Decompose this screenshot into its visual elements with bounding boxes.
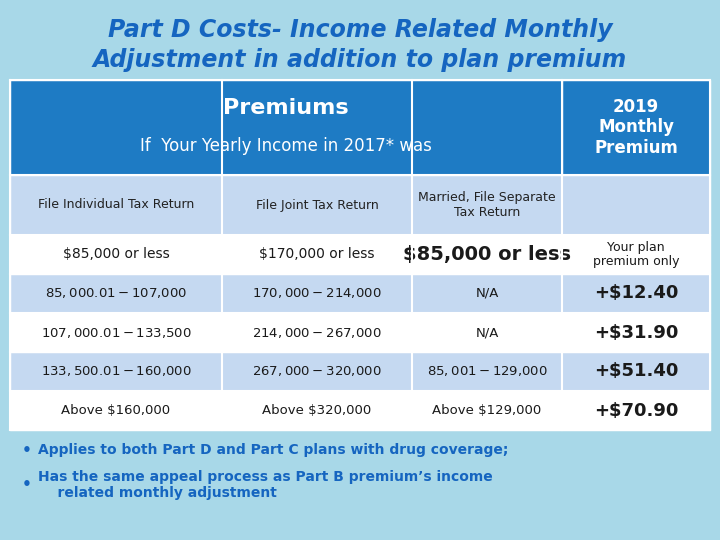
Text: Part D Costs- Income Related Monthly: Part D Costs- Income Related Monthly — [108, 18, 612, 42]
Text: Applies to both Part D and Part C plans with drug coverage;: Applies to both Part D and Part C plans … — [38, 443, 508, 457]
Text: +$12.40: +$12.40 — [594, 285, 678, 302]
Text: File Individual Tax Return: File Individual Tax Return — [38, 199, 194, 212]
Text: $107,000.01-$133,500: $107,000.01-$133,500 — [41, 326, 192, 340]
Text: File Joint Tax Return: File Joint Tax Return — [256, 199, 379, 212]
Bar — [562, 80, 710, 175]
Text: $170,000 or less: $170,000 or less — [259, 247, 374, 261]
Text: Above $320,000: Above $320,000 — [262, 404, 372, 417]
Text: +$70.90: +$70.90 — [594, 402, 678, 420]
Text: Premiums: Premiums — [223, 98, 348, 118]
Text: Adjustment in addition to plan premium: Adjustment in addition to plan premium — [93, 48, 627, 72]
Text: •: • — [22, 442, 32, 457]
Text: N/A: N/A — [475, 326, 499, 339]
Text: Married, File Separate
Tax Return: Married, File Separate Tax Return — [418, 191, 556, 219]
Bar — [10, 274, 710, 313]
Text: $133,500.01-$160,000: $133,500.01-$160,000 — [41, 364, 192, 379]
Text: If  Your Yearly Income in 2017* was: If Your Yearly Income in 2017* was — [140, 137, 432, 155]
Text: Above $160,000: Above $160,000 — [61, 404, 171, 417]
Text: $214,000 -$267,000: $214,000 -$267,000 — [252, 326, 382, 340]
Text: Has the same appeal process as Part B premium’s income
    related monthly adjus: Has the same appeal process as Part B pr… — [38, 470, 492, 500]
Text: $85,001-$129,000: $85,001-$129,000 — [426, 364, 547, 379]
Text: 2019
Monthly
Premium: 2019 Monthly Premium — [594, 98, 678, 157]
Text: $170,000 -$214,000: $170,000 -$214,000 — [252, 287, 382, 300]
Text: N/A: N/A — [475, 287, 499, 300]
Text: Your plan
premium only: Your plan premium only — [593, 240, 679, 268]
Text: $85,000 or less: $85,000 or less — [403, 245, 571, 264]
Text: •: • — [22, 477, 32, 492]
Text: +$31.90: +$31.90 — [594, 323, 678, 341]
Bar — [10, 235, 710, 274]
Text: $85,000 or less: $85,000 or less — [63, 247, 169, 261]
Text: +$51.40: +$51.40 — [594, 362, 678, 381]
Text: $85,000.01-$107,000: $85,000.01-$107,000 — [45, 287, 187, 300]
Text: Above $129,000: Above $129,000 — [433, 404, 541, 417]
Bar — [10, 175, 710, 235]
Text: $267,000 -$320,000: $267,000 -$320,000 — [252, 364, 382, 379]
Bar — [10, 313, 710, 352]
Bar — [10, 80, 562, 175]
Bar — [10, 391, 710, 430]
Bar — [10, 352, 710, 391]
